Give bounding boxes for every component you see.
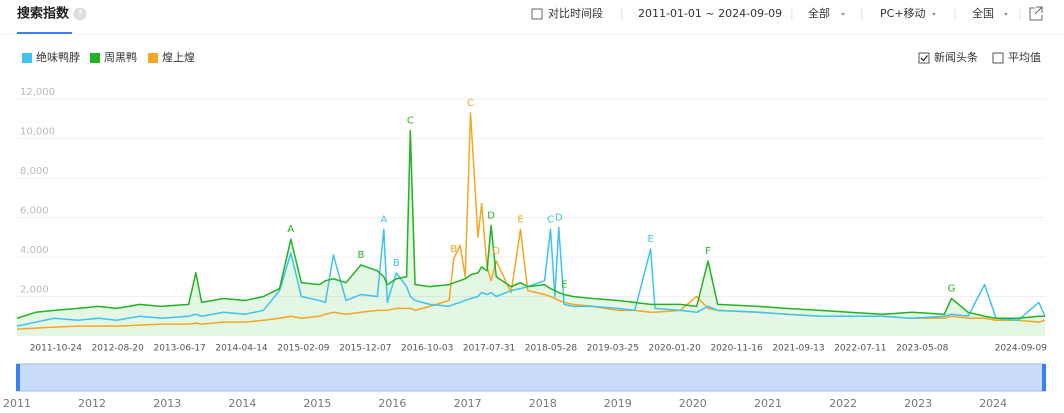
- event-marker[interactable]: B: [450, 244, 457, 255]
- event-marker[interactable]: G: [948, 283, 956, 294]
- separator: |: [790, 7, 794, 20]
- x-tick-label: 2011-10-24: [30, 344, 83, 354]
- event-marker[interactable]: B: [393, 258, 400, 269]
- x-tick-label: 2015-02-09: [277, 344, 330, 354]
- y-tick-label: 4,000: [20, 245, 49, 256]
- checkmark: [920, 55, 929, 62]
- x-tick-label: 2023-05-08: [896, 344, 949, 354]
- y-tick-label: 8,000: [20, 166, 49, 177]
- series-line: [16, 226, 1046, 327]
- range-slider[interactable]: [16, 363, 1046, 392]
- legend-label[interactable]: 周黑鸭: [104, 51, 137, 64]
- y-tick-label: 12,000: [20, 87, 55, 98]
- x-tick-label: 2019-03-25: [587, 344, 639, 354]
- overview-year-label: 2015: [303, 397, 331, 410]
- event-marker[interactable]: A: [287, 224, 294, 235]
- overview-year-label: 2019: [604, 397, 632, 410]
- option-checkbox[interactable]: [992, 52, 1004, 64]
- y-tick-label: 10,000: [20, 127, 55, 138]
- filter-region[interactable]: 全国: [972, 6, 994, 20]
- x-tick-label: 2013-06-17: [153, 344, 205, 354]
- compare-checkbox[interactable]: [531, 8, 543, 20]
- option-label[interactable]: 新闻头条: [934, 50, 978, 64]
- x-tick-label: 2018-05-28: [525, 344, 578, 354]
- option-checkbox[interactable]: [918, 52, 930, 64]
- x-tick-label: 2015-12-07: [339, 344, 391, 354]
- event-marker[interactable]: E: [517, 214, 523, 225]
- x-tick-label: 2024-09-09: [995, 344, 1048, 354]
- overview-year-label: 2024: [979, 397, 1007, 410]
- y-tick-label: 2,000: [20, 285, 49, 296]
- event-marker[interactable]: F: [705, 246, 711, 257]
- overview-year-label: 2013: [153, 397, 181, 410]
- x-tick-label: 2020-01-20: [649, 344, 702, 354]
- x-tick-label: 2012-08-20: [92, 344, 145, 354]
- overview-year-label: 2020: [679, 397, 707, 410]
- date-range[interactable]: 2011-01-01 ~ 2024-09-09: [638, 7, 782, 20]
- series-line: [16, 129, 1045, 319]
- slider-handle[interactable]: [16, 364, 20, 391]
- filter-device-scope[interactable]: 全部: [808, 6, 830, 20]
- dropdown-caret: [932, 13, 936, 16]
- compare-label[interactable]: 对比时间段: [548, 6, 603, 20]
- slider-handle[interactable]: [1042, 364, 1046, 391]
- separator: |: [620, 7, 624, 20]
- legend-swatch[interactable]: [148, 53, 158, 63]
- x-tick-label: 2014-04-14: [215, 344, 268, 354]
- event-marker[interactable]: C: [407, 116, 414, 127]
- separator: |: [953, 7, 957, 20]
- area: [17, 130, 1045, 336]
- event-marker[interactable]: D: [555, 212, 563, 223]
- share-icon[interactable]: [1029, 6, 1043, 21]
- dropdown-caret: [1004, 13, 1008, 16]
- event-marker[interactable]: A: [380, 214, 387, 225]
- filter-device[interactable]: PC+移动: [880, 7, 926, 20]
- legend-swatch[interactable]: [22, 53, 32, 63]
- help-icon[interactable]: [73, 7, 87, 21]
- dropdown-caret: [841, 13, 845, 16]
- event-marker[interactable]: C: [547, 214, 554, 225]
- legend-swatch[interactable]: [90, 53, 100, 63]
- overview-year-label: 2022: [829, 397, 857, 410]
- overview-year-label: 2017: [454, 397, 482, 410]
- y-tick-label: 6,000: [20, 206, 49, 217]
- x-tick-label: 2020-11-16: [710, 344, 763, 354]
- legend-label[interactable]: 煌上煌: [162, 51, 195, 64]
- separator: |: [1018, 7, 1022, 20]
- event-marker[interactable]: D: [492, 246, 500, 257]
- event-marker[interactable]: E: [647, 234, 653, 245]
- panel-title: 搜索指数: [17, 6, 70, 22]
- overview-year-label: 2014: [228, 397, 256, 410]
- help-mark: ?: [78, 10, 83, 20]
- x-tick-label: 2016-10-03: [401, 344, 453, 354]
- overview-year-label: 2021: [754, 397, 782, 410]
- separator: |: [860, 7, 864, 20]
- overview-year-label: 2016: [378, 397, 406, 410]
- overview-year-label: 2023: [904, 397, 932, 410]
- x-tick-label: 2021-09-13: [772, 344, 824, 354]
- x-tick-label: 2017-07-31: [463, 344, 515, 354]
- x-tick-label: 2022-07-11: [834, 344, 886, 354]
- event-marker[interactable]: C: [467, 98, 474, 109]
- option-label[interactable]: 平均值: [1008, 51, 1041, 64]
- legend-label[interactable]: 绝味鸭脖: [36, 50, 80, 64]
- event-marker[interactable]: B: [358, 250, 365, 261]
- overview-year-label: 2011: [3, 397, 31, 410]
- event-marker[interactable]: E: [561, 280, 567, 291]
- overview-year-label: 2012: [78, 397, 106, 410]
- overview-year-label: 2018: [529, 397, 557, 410]
- event-marker[interactable]: D: [487, 210, 495, 221]
- tab-underline: [17, 32, 72, 34]
